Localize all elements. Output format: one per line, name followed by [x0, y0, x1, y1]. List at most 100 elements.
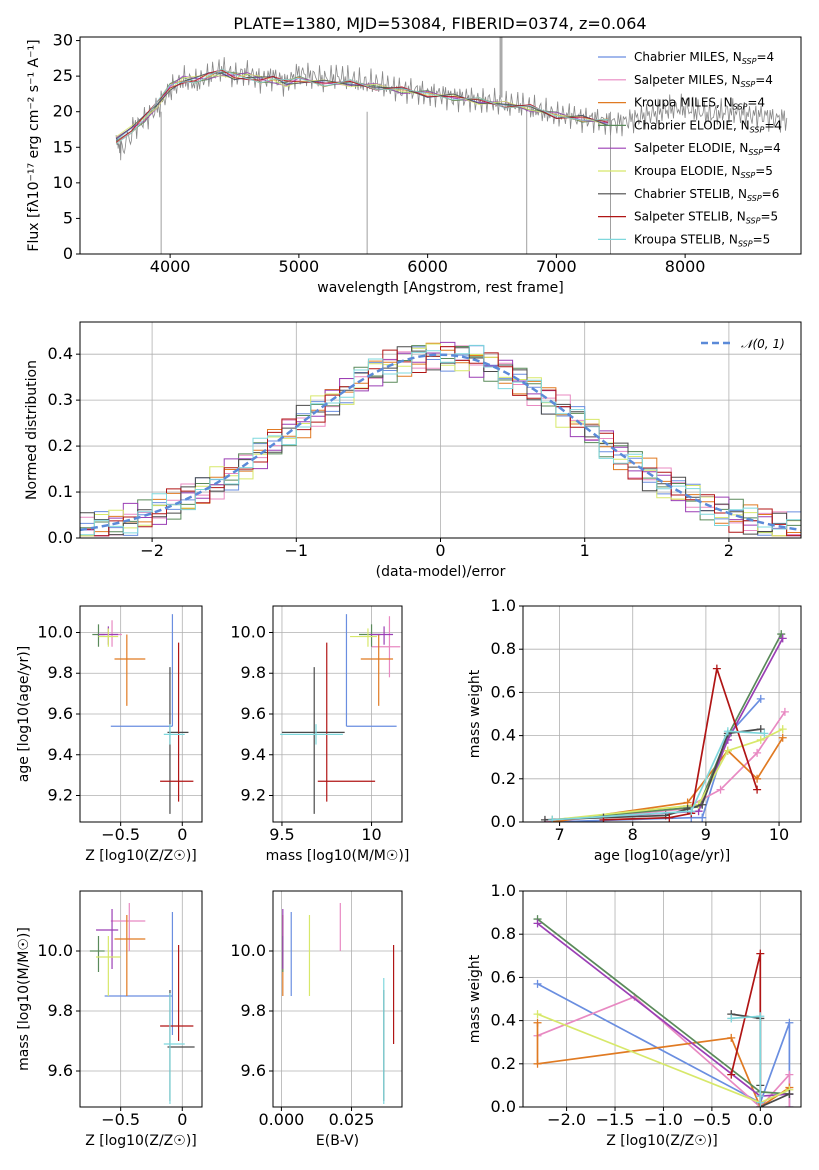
errorbar-chabrier-stelib [167, 667, 189, 814]
x-tick-label: 10 [769, 825, 789, 844]
y-tick-label: 10.0 [230, 941, 266, 960]
x-tick-label: 7 [554, 825, 564, 844]
axes-frame [79, 36, 802, 255]
errorbar-chabrier-stelib [167, 990, 195, 1101]
series-marker [753, 785, 762, 794]
x-tick-label: 7000 [536, 257, 577, 276]
series-salpeter-stelib [599, 664, 762, 822]
legend-rest: =5 [760, 210, 778, 224]
y-tick-label: 0.8 [491, 924, 516, 943]
y-tick-label: 0.4 [491, 726, 516, 745]
y-tick-label: 9.2 [48, 786, 73, 805]
series-marker [756, 1012, 765, 1021]
x-axis-label: Z [log10(Z/Z☉)] [85, 1133, 197, 1149]
x-tick-label: 0.025 [329, 1110, 375, 1129]
y-tick-label: 0.6 [491, 682, 516, 701]
series-line [552, 730, 765, 821]
series-marker [756, 1098, 765, 1107]
y-axis-label: age [log10(age/yr)] [16, 646, 32, 782]
axes-mass-vs-Z: −0.5 0 9.6 9.8 10.0 Z [log10(Z/Z☉)] mass [log1… [16, 890, 203, 1149]
data-spectrum-line [115, 57, 788, 161]
plot-area-massweight-vs-Z [533, 915, 794, 1107]
series-line [552, 698, 762, 822]
errorbar-kroupa-miles [360, 634, 394, 706]
y-tick-label: 20 [53, 102, 73, 121]
series-marker [716, 785, 725, 794]
series-line [552, 637, 784, 821]
x-tick-label: 8 [628, 825, 638, 844]
y-tick-label: 0.2 [491, 1054, 516, 1073]
errorbar-salpeter-miles [97, 620, 122, 647]
x-tick-label: 10 [361, 825, 381, 844]
errorbar-kroupa-elodie [98, 628, 119, 647]
series-marker [540, 815, 549, 822]
series-marker [785, 1090, 794, 1099]
errorbar-kroupa-elodie [350, 628, 377, 647]
legend-sub: SSP [733, 103, 748, 112]
series-marker [778, 634, 787, 643]
x-tick-label: −1.0 [644, 1110, 683, 1129]
x-tick-label: 0 [177, 825, 187, 844]
y-tick-label: 9.2 [241, 786, 266, 805]
y-tick-label: 0.0 [48, 528, 73, 547]
histogram-kroupa-stelib [80, 344, 801, 536]
legend-sub: SSP [750, 125, 765, 134]
y-tick-label: 0.6 [491, 967, 516, 986]
x-tick-label: 0 [177, 1110, 187, 1129]
y-axis-label: mass [log10(M/M☉)] [16, 927, 32, 1071]
x-tick-label: 9 [701, 825, 711, 844]
legend-sub: SSP [748, 148, 763, 157]
y-tick-label: 9.8 [48, 663, 73, 682]
x-tick-label: 6000 [407, 257, 448, 276]
series-marker [727, 1014, 736, 1023]
series-marker [548, 815, 557, 822]
y-axis-label: Normed distribution [24, 360, 40, 500]
y-tick-label: 9.8 [48, 1001, 73, 1020]
series-marker [665, 813, 674, 822]
y-axis-label: mass weight [467, 954, 483, 1043]
legend-rest: =4 [763, 141, 781, 155]
y-tick-label: 0.0 [491, 812, 516, 831]
legend-label: Salpeter MILES, NSSP=4 [634, 73, 773, 89]
series-marker [723, 727, 732, 736]
legend-rest: =4 [747, 96, 765, 110]
series-chabrier-elodie [548, 630, 786, 822]
x-tick-label: 0.0 [748, 1110, 773, 1129]
plot-area-residual-histogram [80, 341, 801, 537]
series-salpeter-elodie [548, 634, 787, 822]
y-tick-label: 5 [63, 208, 73, 227]
y-tick-label: 9.6 [241, 704, 266, 723]
series-marker [727, 1070, 736, 1079]
series-marker [785, 1103, 794, 1107]
legend-normal-label: 𝒩(0, 1) [741, 337, 785, 351]
plot-area-age-vs-Z [92, 614, 194, 814]
legend-sub: SSP [741, 80, 756, 89]
legend-rest: =5 [755, 164, 773, 178]
errorbar-chabrier-miles [110, 614, 174, 727]
x-tick-label: 1 [580, 541, 590, 560]
x-tick-label: −0.5 [101, 1110, 140, 1129]
errorbar-salpeter-miles [110, 903, 146, 951]
x-axis-label: E(B-V) [316, 1133, 359, 1149]
series-marker [760, 729, 769, 738]
series-marker [756, 694, 765, 703]
y-tick-label: 9.6 [48, 704, 73, 723]
x-tick-label: 9.5 [269, 825, 294, 844]
series-marker [785, 1018, 794, 1027]
errorbar-chabrier-elodie [89, 936, 105, 972]
series-marker [756, 735, 765, 744]
histogram-chabrier-stelib [80, 346, 801, 536]
axes-frame [79, 890, 203, 1108]
x-tick-label: 8000 [665, 257, 706, 276]
series-marker [723, 746, 732, 755]
legend-rest: =4 [764, 118, 782, 132]
model-line-kroupa-stelib [115, 68, 608, 145]
series-marker [712, 664, 721, 673]
errorbar-kroupa-stelib [280, 724, 343, 745]
y-tick-label: 10.0 [37, 941, 73, 960]
series-marker [778, 725, 787, 734]
legend-rest: =5 [753, 232, 771, 246]
model-line-salpeter-stelib [115, 69, 608, 143]
errorbar-chabrier-elodie [92, 624, 105, 647]
